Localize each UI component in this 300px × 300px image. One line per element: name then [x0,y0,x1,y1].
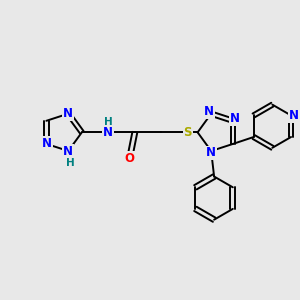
Text: S: S [184,126,192,139]
Text: N: N [103,126,113,139]
Text: N: N [204,105,214,118]
Text: N: N [289,109,299,122]
Text: H: H [104,116,113,127]
Text: H: H [66,158,75,168]
Text: O: O [124,152,134,165]
Text: N: N [206,146,216,160]
Text: N: N [230,112,240,125]
Text: N: N [42,137,52,150]
Text: N: N [63,145,73,158]
Text: N: N [63,107,73,120]
